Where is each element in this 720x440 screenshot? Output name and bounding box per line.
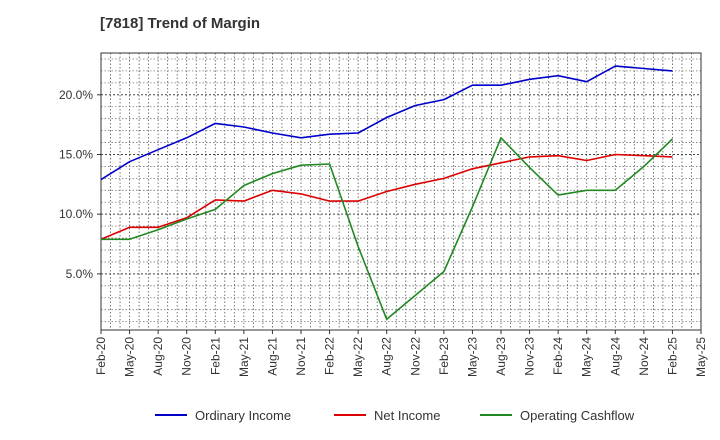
x-tick-label: Feb-20 bbox=[94, 337, 108, 375]
x-tick-label: May-20 bbox=[123, 337, 137, 377]
chart-title: [7818] Trend of Margin bbox=[100, 15, 261, 32]
x-tick-label: May-22 bbox=[351, 337, 365, 377]
x-tick-label: Feb-22 bbox=[323, 337, 337, 375]
x-tick-label: May-24 bbox=[580, 337, 594, 377]
x-tick-label: Nov-21 bbox=[294, 337, 308, 376]
x-tick-label: Aug-21 bbox=[265, 337, 279, 376]
series-line-net-income bbox=[100, 153, 673, 241]
x-tick-label: Feb-21 bbox=[208, 337, 222, 375]
y-tick-label: 20.0% bbox=[59, 88, 93, 102]
series-lines bbox=[100, 65, 673, 321]
y-axis-ticks: 5.0% 10.0% 15.0% 20.0% bbox=[59, 88, 101, 281]
x-tick-label: Aug-20 bbox=[151, 337, 165, 376]
y-tick-label: 15.0% bbox=[59, 147, 93, 161]
grid bbox=[101, 53, 701, 330]
legend-label-ordinary-income: Ordinary Income bbox=[195, 408, 291, 423]
x-tick-label: Feb-24 bbox=[551, 337, 565, 375]
legend-label-operating-cashflow: Operating Cashflow bbox=[520, 408, 635, 423]
y-tick-label: 10.0% bbox=[59, 207, 93, 221]
x-tick-label: Nov-23 bbox=[523, 337, 537, 376]
x-tick-label: May-25 bbox=[694, 337, 708, 377]
legend-label-net-income: Net Income bbox=[374, 408, 440, 423]
x-tick-label: Aug-22 bbox=[380, 337, 394, 376]
series-line-ordinary-income bbox=[100, 65, 673, 181]
x-tick-label: Aug-24 bbox=[608, 337, 622, 376]
legend: Ordinary Income Net Income Operating Cashf… bbox=[155, 408, 635, 423]
y-tick-label: 5.0% bbox=[66, 267, 94, 281]
x-tick-label: Nov-24 bbox=[637, 337, 651, 376]
series-line-operating-cashflow bbox=[101, 137, 673, 321]
x-tick-label: May-23 bbox=[465, 337, 479, 377]
x-tick-label: Nov-22 bbox=[408, 337, 422, 376]
x-tick-label: May-21 bbox=[237, 337, 251, 377]
x-tick-label: Feb-25 bbox=[665, 337, 679, 375]
x-tick-label: Aug-23 bbox=[494, 337, 508, 376]
plot-area bbox=[100, 52, 702, 331]
x-tick-label: Nov-20 bbox=[180, 337, 194, 376]
x-axis-ticks: Feb-20 May-20 Aug-20 Nov-20 Feb-21 May-21 Aug-… bbox=[94, 330, 708, 377]
x-tick-label: Feb-23 bbox=[437, 337, 451, 375]
